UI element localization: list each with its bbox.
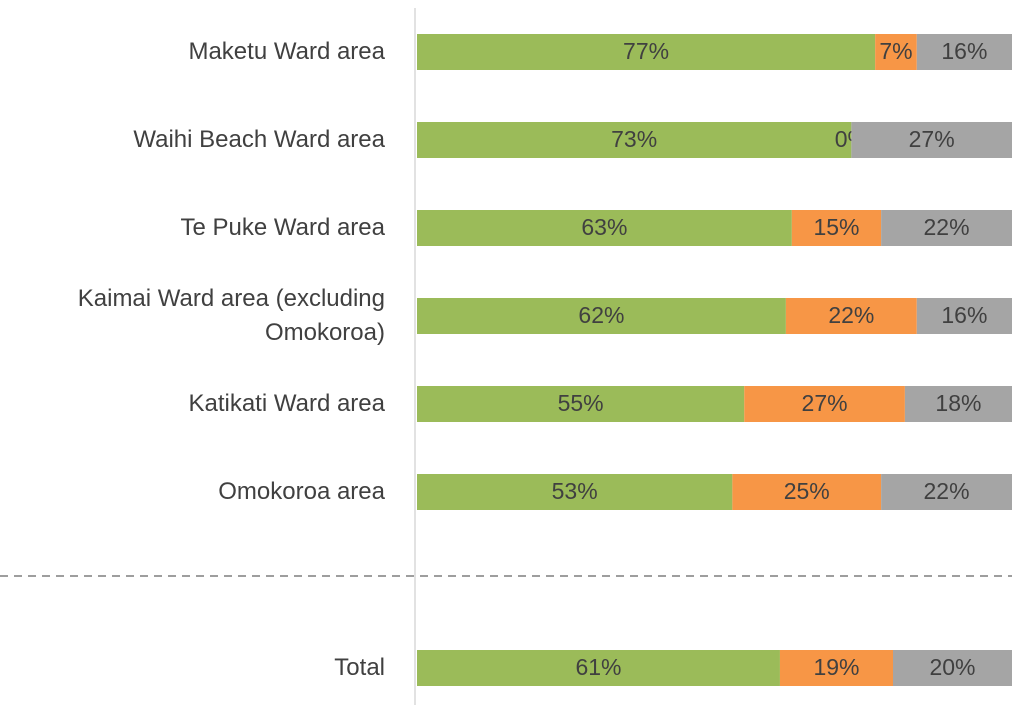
bar-segment xyxy=(417,34,876,70)
bar-segment xyxy=(881,210,1012,246)
bar-segment xyxy=(893,650,1012,686)
bar-segment xyxy=(417,650,780,686)
data-label: 55% xyxy=(558,390,604,416)
bar-segment xyxy=(904,386,1012,422)
data-label: 22% xyxy=(924,214,970,240)
data-label: 19% xyxy=(813,654,859,680)
bar-segment xyxy=(875,34,917,70)
bar-segment xyxy=(916,298,1012,334)
bar-segment xyxy=(881,474,1012,510)
bar-segment xyxy=(732,474,882,510)
data-label: 15% xyxy=(813,214,859,240)
bar-segment xyxy=(417,298,786,334)
category-label: Kaimai Ward area (excluding Omokoroa) xyxy=(77,285,385,346)
data-label: 27% xyxy=(909,126,955,152)
data-label: 16% xyxy=(941,38,987,64)
category-label: Waihi Beach Ward area xyxy=(133,126,385,153)
data-label: 63% xyxy=(581,214,627,240)
bar-segment xyxy=(785,298,917,334)
bar-segment xyxy=(791,210,882,246)
data-label: 16% xyxy=(941,302,987,328)
data-label: 77% xyxy=(623,38,669,64)
data-label: 61% xyxy=(575,654,621,680)
data-label: 62% xyxy=(578,302,624,328)
data-label: 27% xyxy=(802,390,848,416)
bar-segment xyxy=(851,122,1012,158)
category-label: Maketu Ward area xyxy=(188,38,385,65)
data-label: 53% xyxy=(552,478,598,504)
data-label: 25% xyxy=(784,478,830,504)
bar-segment xyxy=(417,386,745,422)
data-label: 22% xyxy=(828,302,874,328)
data-label: 73% xyxy=(611,126,657,152)
data-label: 20% xyxy=(929,654,975,680)
data-label: 7% xyxy=(879,38,912,64)
category-label: Omokoroa area xyxy=(218,478,385,505)
bar-segment xyxy=(417,210,792,246)
bar-segment xyxy=(417,122,852,158)
bar-segment xyxy=(744,386,905,422)
data-label: 18% xyxy=(935,390,981,416)
bar-segment xyxy=(779,650,893,686)
bar-segment xyxy=(417,474,733,510)
category-label: Total xyxy=(334,654,385,681)
bar-segment xyxy=(916,34,1012,70)
category-label: Te Puke Ward area xyxy=(180,214,385,241)
data-label: 22% xyxy=(924,478,970,504)
category-label: Katikati Ward area xyxy=(188,390,385,417)
